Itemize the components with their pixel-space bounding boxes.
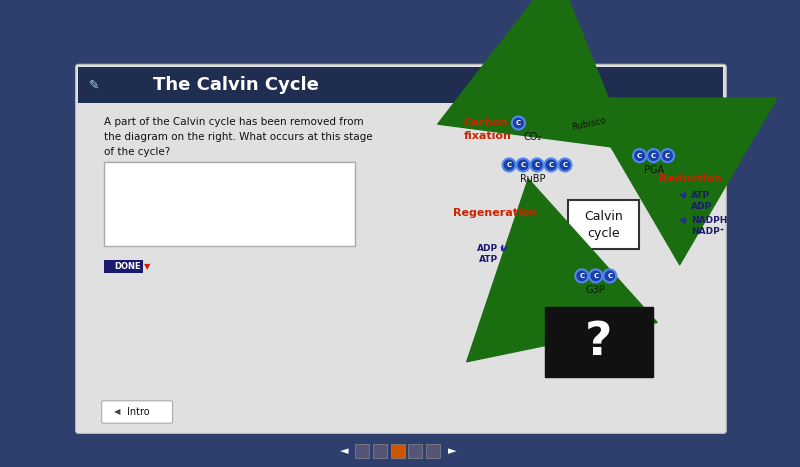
Bar: [546, 307, 653, 376]
Text: C: C: [637, 153, 642, 159]
Circle shape: [530, 158, 543, 171]
Text: ADP: ADP: [477, 244, 498, 253]
Text: Carbon
fixation: Carbon fixation: [463, 118, 511, 141]
Circle shape: [502, 158, 515, 171]
Circle shape: [633, 149, 646, 162]
Bar: [426, 444, 440, 458]
Text: CO₂: CO₂: [523, 132, 542, 142]
Text: PGA: PGA: [643, 165, 664, 175]
Text: G3P: G3P: [586, 285, 606, 295]
Text: C: C: [549, 162, 554, 168]
Bar: [568, 200, 638, 249]
Text: C: C: [579, 273, 584, 279]
Text: ATP: ATP: [478, 255, 498, 264]
Text: NADP⁺: NADP⁺: [691, 227, 724, 236]
Text: Regeneration: Regeneration: [453, 208, 538, 219]
Bar: [78, 67, 723, 102]
Text: ADP: ADP: [691, 202, 712, 211]
Text: C: C: [651, 153, 656, 159]
Circle shape: [512, 116, 525, 129]
Text: ATP: ATP: [691, 191, 710, 200]
FancyBboxPatch shape: [75, 64, 726, 433]
Text: ◀: ◀: [114, 408, 121, 417]
Circle shape: [647, 149, 660, 162]
Text: ✎: ✎: [89, 78, 99, 91]
Text: DONE: DONE: [114, 262, 141, 271]
Text: Rubisco: Rubisco: [571, 116, 607, 132]
Text: Reduction: Reduction: [658, 174, 722, 184]
Text: C: C: [665, 153, 670, 159]
Circle shape: [558, 158, 571, 171]
Circle shape: [517, 158, 530, 171]
Text: Calvin
cycle: Calvin cycle: [584, 210, 622, 240]
Text: C: C: [562, 162, 567, 168]
FancyBboxPatch shape: [102, 401, 173, 423]
Text: ▼: ▼: [144, 262, 150, 271]
Bar: [103, 162, 355, 246]
Text: A part of the Calvin cycle has been removed from
the diagram on the right. What : A part of the Calvin cycle has been remo…: [103, 117, 372, 157]
Circle shape: [575, 269, 588, 283]
Text: C: C: [534, 162, 539, 168]
Circle shape: [545, 158, 558, 171]
Bar: [355, 444, 370, 458]
Text: ►: ►: [448, 446, 457, 456]
Text: ?: ?: [585, 319, 612, 365]
Circle shape: [603, 269, 616, 283]
Text: C: C: [516, 120, 521, 126]
Bar: [408, 444, 422, 458]
Circle shape: [661, 149, 674, 162]
Text: C: C: [594, 273, 598, 279]
Bar: [103, 260, 142, 273]
Text: ◄: ◄: [340, 446, 348, 456]
Circle shape: [590, 269, 602, 283]
Text: C: C: [506, 162, 512, 168]
Text: C: C: [607, 273, 612, 279]
Bar: [373, 444, 387, 458]
Text: NADPH: NADPH: [691, 216, 727, 225]
Text: C: C: [521, 162, 526, 168]
Text: Intro: Intro: [127, 407, 150, 417]
Text: The Calvin Cycle: The Calvin Cycle: [153, 76, 319, 94]
Text: RuBP: RuBP: [520, 174, 545, 184]
Bar: [390, 444, 405, 458]
